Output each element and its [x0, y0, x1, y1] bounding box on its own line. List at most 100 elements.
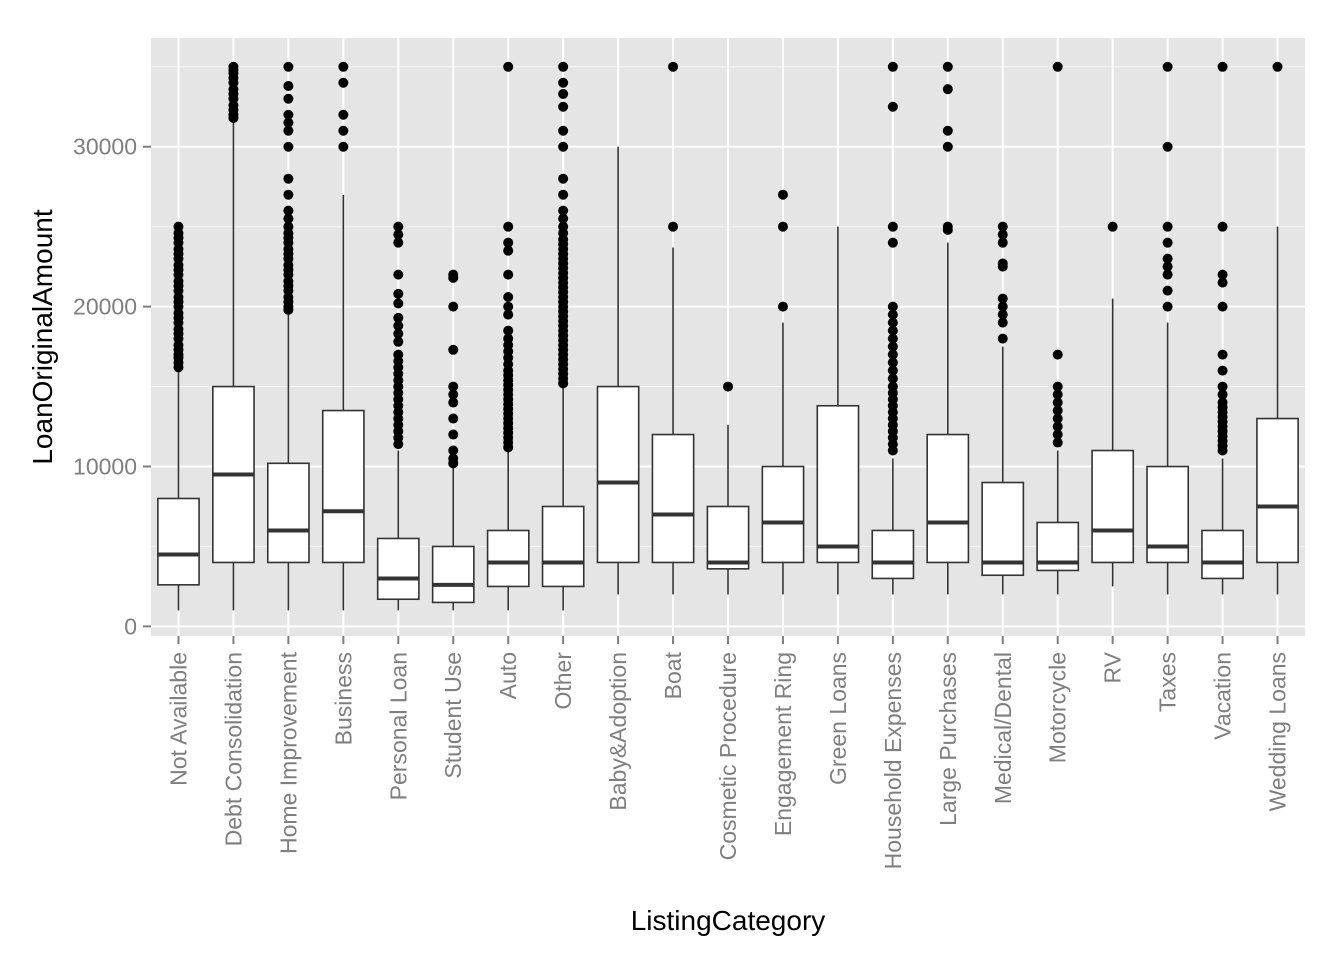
outlier-point — [777, 221, 788, 232]
box-iqr — [706, 505, 750, 570]
outlier-point — [338, 109, 349, 120]
x-tick-label: Cosmetic Procedure — [715, 652, 741, 860]
outlier-point — [1162, 221, 1173, 232]
x-tick-label: Taxes — [1155, 652, 1181, 712]
outlier-point — [558, 61, 569, 72]
outlier-point — [887, 237, 898, 248]
box-taxes — [1146, 61, 1190, 595]
outlier-point — [503, 309, 514, 320]
outlier-point — [558, 189, 569, 200]
outlier-point — [393, 237, 404, 248]
outlier-point — [1217, 381, 1228, 392]
outlier-point — [283, 61, 294, 72]
outlier-point — [393, 298, 404, 309]
outlier-point — [448, 413, 459, 424]
x-axis-title: ListingCategory — [631, 905, 826, 936]
outlier-point — [393, 312, 404, 323]
outlier-point — [1052, 437, 1063, 448]
box-green-loans — [816, 226, 860, 595]
box-iqr — [981, 481, 1025, 577]
outlier-point — [503, 333, 514, 344]
x-tick-label: Household Expenses — [880, 652, 906, 869]
outlier-point — [887, 341, 898, 352]
outlier-point — [283, 80, 294, 91]
outlier-point — [997, 293, 1008, 304]
outlier-point — [1052, 61, 1063, 72]
outlier-point — [942, 84, 953, 95]
outlier-point — [558, 125, 569, 136]
outlier-point — [668, 61, 679, 72]
x-tick-label: Other — [550, 652, 576, 710]
box-cosmetic-procedure — [706, 381, 750, 595]
outlier-point — [887, 381, 898, 392]
box-baby-adoption — [596, 146, 640, 595]
x-tick-label: RV — [1100, 651, 1126, 683]
box-boat — [651, 61, 695, 595]
outlier-point — [1052, 397, 1063, 408]
outlier-point — [997, 317, 1008, 328]
x-tick-label: Personal Loan — [385, 652, 411, 800]
box-not-available — [157, 221, 200, 611]
outlier-point — [997, 309, 1008, 320]
outlier-point — [393, 288, 404, 299]
outlier-point — [887, 373, 898, 384]
outlier-point — [338, 77, 349, 88]
x-tick-label: Boat — [660, 651, 686, 699]
outlier-point — [283, 141, 294, 152]
box-auto — [486, 61, 530, 611]
outlier-point — [228, 61, 239, 72]
outlier-point — [1162, 269, 1173, 280]
outlier-point — [1217, 221, 1228, 232]
outlier-point — [887, 61, 898, 72]
box-engagement-ring — [761, 189, 805, 595]
x-tick-label: Engagement Ring — [770, 652, 796, 836]
y-tick-label: 0 — [124, 613, 137, 639]
outlier-point — [1052, 421, 1063, 432]
outlier-point — [448, 429, 459, 440]
outlier-point — [503, 292, 514, 303]
outlier-point — [283, 125, 294, 136]
box-home-improvement — [266, 61, 310, 611]
outlier-point — [887, 349, 898, 360]
box-iqr — [1201, 529, 1244, 580]
outlier-point — [1052, 389, 1063, 400]
outlier-point — [1217, 389, 1228, 400]
outlier-point — [448, 453, 459, 464]
outlier-point — [1162, 237, 1173, 248]
box-iqr — [1256, 417, 1299, 564]
outlier-point — [942, 221, 953, 232]
y-tick-label: 20000 — [73, 294, 137, 320]
outlier-point — [668, 221, 679, 232]
outlier-point — [283, 109, 294, 120]
box-iqr — [266, 462, 310, 564]
outlier-point — [1052, 429, 1063, 440]
outlier-point — [1052, 349, 1063, 360]
x-tick-label: Auto — [495, 652, 521, 699]
x-tick-label: Debt Consolidation — [220, 652, 246, 846]
box-medical-dental — [981, 221, 1025, 595]
x-tick-label: Home Improvement — [275, 651, 301, 854]
outlier-point — [997, 237, 1008, 248]
outlier-point — [1162, 301, 1173, 312]
box-rv — [1091, 221, 1135, 587]
outlier-point — [997, 229, 1008, 240]
outlier-point — [777, 189, 788, 200]
outlier-point — [338, 61, 349, 72]
outlier-point — [942, 141, 953, 152]
outlier-point — [393, 269, 404, 280]
box-iqr — [651, 433, 695, 564]
outlier-point — [1217, 277, 1228, 288]
box-wedding-loans — [1256, 61, 1299, 595]
outlier-point — [448, 269, 459, 280]
outlier-point — [1272, 61, 1283, 72]
outlier-point — [1052, 381, 1063, 392]
outlier-point — [283, 173, 294, 184]
x-axis: Not Available Debt Consolidation Home Impr… — [165, 636, 1291, 869]
outlier-point — [997, 333, 1008, 344]
outlier-point — [393, 229, 404, 240]
x-tick-label: Wedding Loans — [1265, 652, 1291, 811]
outlier-point — [558, 221, 569, 232]
box-business — [321, 61, 365, 611]
outlier-point — [887, 301, 898, 312]
outlier-point — [283, 205, 294, 216]
